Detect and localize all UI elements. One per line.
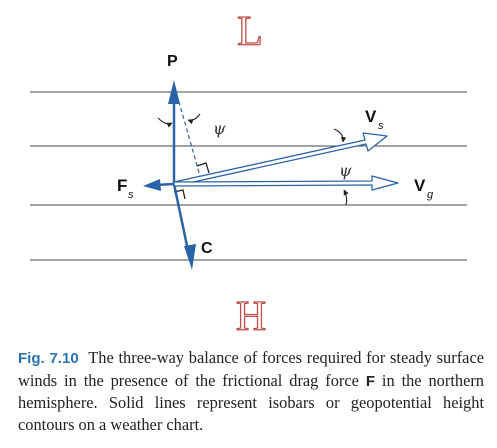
high-pressure-label: H bbox=[236, 294, 266, 340]
label-f-subscript: s bbox=[128, 189, 134, 201]
low-pressure-label: L bbox=[237, 9, 263, 55]
label-c: C bbox=[201, 240, 213, 257]
angle-arc-top bbox=[187, 113, 201, 125]
angle-arc-top bbox=[157, 117, 173, 128]
caption-text-before: The three-way balance of forces required… bbox=[18, 348, 484, 390]
isobars bbox=[30, 91, 467, 261]
label-vs-subscript: s bbox=[378, 120, 384, 132]
surface-wind-arrow bbox=[173, 132, 388, 187]
caption-text-after: in the northern hemisphere. Solid lines … bbox=[18, 370, 485, 434]
pressure-gradient-arrowhead bbox=[168, 80, 180, 104]
right-angle-marker bbox=[173, 189, 186, 200]
friction-arrowhead bbox=[143, 179, 161, 191]
label-vs: V bbox=[365, 107, 377, 126]
label-psi-top: ψ bbox=[213, 119, 226, 138]
geostrophic-wind-arrow bbox=[173, 175, 399, 191]
angle-arc-right bbox=[333, 128, 347, 143]
angle-arc-right bbox=[343, 189, 349, 206]
label-f: F bbox=[117, 176, 127, 195]
figure-number: Fig. 7.10 bbox=[18, 350, 79, 367]
label-vg: V bbox=[414, 176, 426, 195]
caption-symbol: F bbox=[365, 372, 376, 390]
coriolis-arrowhead bbox=[184, 244, 196, 270]
figure-caption: Fig. 7.10 The three-way balance of force… bbox=[18, 347, 484, 435]
force-balance-diagram: L H P C F s V s V g ψ ψ bbox=[30, 8, 467, 340]
label-vg-subscript: g bbox=[427, 189, 434, 201]
right-angle-marker bbox=[196, 162, 210, 174]
label-p: P bbox=[167, 53, 178, 70]
label-psi-mid: ψ bbox=[339, 161, 352, 180]
